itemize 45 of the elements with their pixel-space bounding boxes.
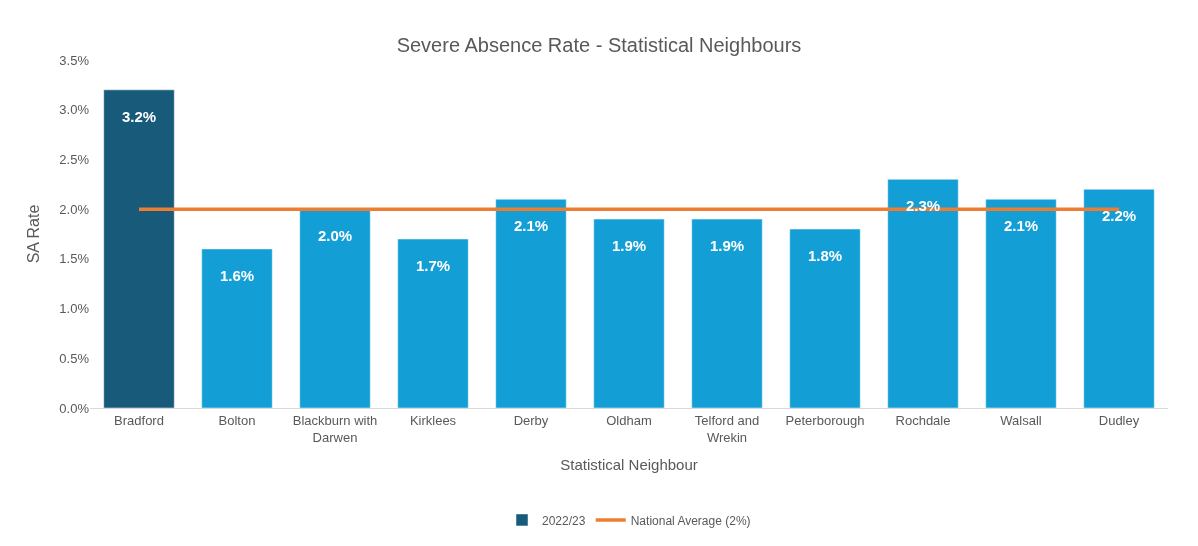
bar <box>593 218 665 408</box>
x-tick-label: Bradford <box>114 412 164 428</box>
data-label: 1.7% <box>416 257 451 274</box>
data-label: 3.2% <box>122 108 157 125</box>
data-label: 2.2% <box>1102 207 1137 224</box>
x-tick-label: Peterborough <box>785 412 865 428</box>
data-label: 2.0% <box>318 227 353 244</box>
y-tick-label: 1.5% <box>59 251 90 267</box>
y-tick-label: 0.5% <box>59 350 90 366</box>
legend-label: 2022/23 <box>542 513 586 528</box>
y-tick-label: 3.0% <box>59 102 90 118</box>
bar <box>985 198 1057 408</box>
bar <box>299 208 371 408</box>
data-label: 1.6% <box>220 267 255 284</box>
bar <box>201 248 273 408</box>
x-tick-label: Telford and Wrekin <box>694 412 760 445</box>
x-axis-title: Statistical Neighbour <box>560 455 698 473</box>
legend-label: National Average (2%) <box>630 513 751 528</box>
bar <box>495 198 567 408</box>
bar <box>397 238 469 408</box>
x-tick-label: Dudley <box>1098 412 1140 428</box>
data-label: 2.1% <box>514 217 549 234</box>
x-tick-label: Rochdale <box>895 412 951 428</box>
x-tick-label: Derby <box>513 412 549 428</box>
x-tick-label: Bolton <box>218 412 256 428</box>
y-tick-label: 3.5% <box>59 52 90 68</box>
data-label: 1.8% <box>808 247 843 264</box>
y-tick-label: 0.0% <box>59 400 90 416</box>
y-axis-title: SA Rate <box>25 204 43 264</box>
data-label: 2.1% <box>1004 217 1039 234</box>
bar <box>1083 189 1155 408</box>
data-label: 1.9% <box>612 237 647 254</box>
data-label: 1.9% <box>710 237 745 254</box>
y-tick-label: 1.0% <box>59 301 90 317</box>
y-tick-label: 2.5% <box>59 151 90 167</box>
x-tick-label: Walsall <box>1000 412 1042 428</box>
chart-title: Severe Absence Rate - Statistical Neighbours <box>396 34 802 57</box>
bar <box>887 179 959 408</box>
bar <box>103 89 175 408</box>
x-tick-label: Oldham <box>606 412 652 428</box>
x-tick-label: Blackburn with Darwen <box>292 412 378 445</box>
bar <box>789 228 861 408</box>
x-tick-label: Kirklees <box>409 412 457 428</box>
bar <box>691 218 763 408</box>
y-tick-label: 2.0% <box>59 201 90 217</box>
